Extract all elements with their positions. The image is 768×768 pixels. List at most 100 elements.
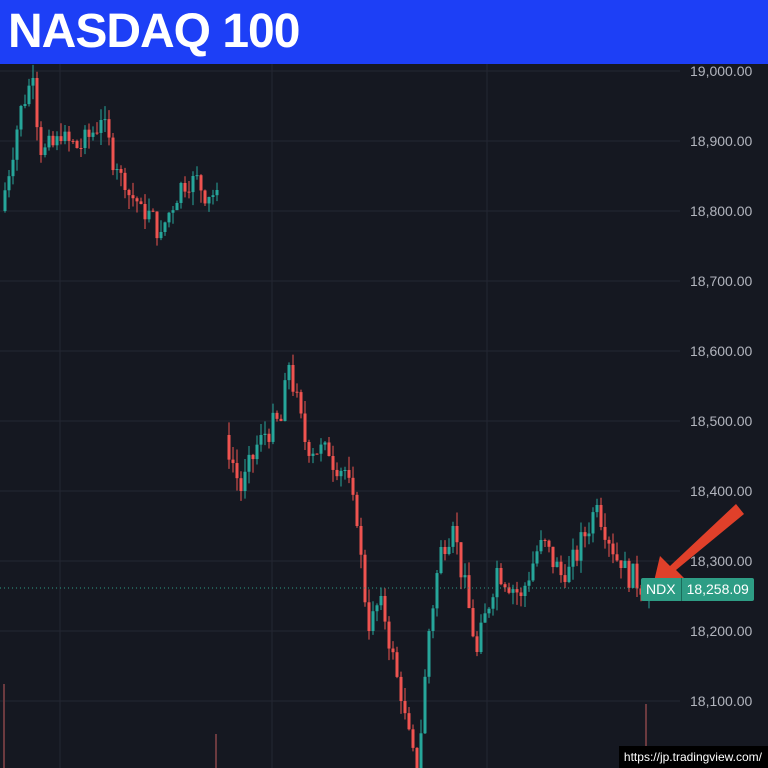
candle-body: [383, 596, 387, 622]
price-chart[interactable]: 19,000.00 18,900.00 18,800.00 18,700.00 18,6…: [0, 64, 768, 768]
candle-body: [503, 584, 507, 588]
candle-body: [543, 540, 547, 541]
candle-body: [563, 575, 567, 582]
candle-body: [35, 78, 39, 128]
candle-body: [451, 526, 455, 547]
candle-body: [395, 652, 399, 677]
candle-body: [27, 85, 31, 105]
candle-body: [631, 563, 635, 588]
candle-body: [287, 365, 291, 381]
candle-body: [595, 505, 599, 513]
candle-body: [175, 202, 179, 211]
candle-body: [59, 136, 63, 141]
arrow-icon: [652, 504, 744, 590]
candle-body: [51, 135, 55, 146]
candle-body: [367, 602, 371, 631]
candle-body: [331, 456, 335, 470]
grid: [0, 64, 680, 768]
candle-body: [271, 412, 275, 442]
candle-body: [43, 147, 47, 155]
title-bar: NASDAQ 100: [0, 0, 768, 64]
candle-body: [119, 169, 123, 173]
price-axis-label: 18,700.00: [690, 273, 752, 289]
candle-body: [575, 549, 579, 561]
candle-body: [7, 176, 11, 191]
candle-body: [507, 587, 511, 593]
candle-body: [399, 676, 403, 701]
candle-body: [623, 560, 627, 568]
candle-body: [55, 136, 59, 146]
candle-body: [291, 365, 295, 392]
candle-body: [151, 210, 155, 212]
candle-body: [487, 608, 491, 614]
candle-body: [499, 568, 503, 585]
candle-body: [491, 597, 495, 609]
candle-body: [147, 210, 151, 220]
candle-body: [207, 197, 211, 204]
candle-body: [167, 212, 171, 223]
symbol-label: NDX: [641, 578, 682, 601]
price-axis-label: 18,200.00: [690, 623, 752, 639]
watermark[interactable]: https://jp.tradingview.com/: [618, 746, 768, 768]
candle-body: [87, 129, 91, 137]
candle-body: [455, 526, 459, 543]
candle-body: [483, 613, 487, 623]
candle-body: [319, 444, 323, 454]
candle-body: [23, 104, 27, 106]
candle-body: [143, 204, 147, 220]
candle-body: [99, 120, 103, 133]
candle-body: [163, 222, 167, 232]
candle-body: [419, 733, 423, 768]
candle-body: [103, 119, 107, 121]
candle-body: [67, 131, 71, 141]
candle-body: [275, 412, 279, 419]
candle-body: [375, 605, 379, 612]
candle-body: [555, 561, 559, 568]
candle-body: [115, 169, 119, 171]
candle-body: [587, 533, 591, 537]
candle-body: [263, 433, 267, 435]
candle-body: [159, 232, 163, 239]
candle-body: [439, 547, 443, 574]
candle-body: [211, 195, 215, 197]
candle-body: [411, 729, 415, 748]
candle-body: [551, 546, 555, 568]
candle-body: [591, 512, 595, 534]
candle-body: [327, 442, 331, 456]
candle-body: [403, 701, 407, 714]
candle-body: [235, 463, 239, 479]
candle-body: [599, 505, 603, 527]
candle-body: [307, 442, 311, 456]
candle-body: [179, 183, 183, 203]
candle-body: [259, 435, 263, 445]
candle-body: [299, 392, 303, 414]
candle-body: [75, 140, 79, 148]
candle-body: [91, 132, 95, 137]
candle-body: [3, 190, 7, 211]
candle-body: [111, 137, 115, 171]
price-axis-label: 18,800.00: [690, 203, 752, 219]
candle-body: [547, 540, 551, 547]
candle-body: [479, 622, 483, 652]
candle-body: [195, 175, 199, 177]
candle-body: [183, 183, 187, 192]
price-axis: 19,000.00 18,900.00 18,800.00 18,700.00 18,6…: [690, 64, 752, 709]
page-title: NASDAQ 100: [8, 5, 300, 58]
candle-body: [423, 676, 427, 734]
candle-body: [231, 459, 235, 464]
last-price-tag: NDX 18,258.09: [641, 578, 754, 601]
candle-body: [627, 560, 631, 588]
candle-body: [447, 546, 451, 554]
candle-body: [191, 176, 195, 193]
candle-body: [171, 210, 175, 213]
candle-body: [279, 418, 283, 421]
candle-body: [571, 549, 575, 567]
candle-body: [79, 147, 83, 149]
candle-body: [615, 554, 619, 561]
candle-body: [127, 190, 131, 196]
candles: [3, 64, 651, 768]
candle-body: [415, 747, 419, 768]
candle-body: [511, 589, 515, 593]
candle-body: [267, 433, 271, 442]
candle-body: [495, 568, 499, 598]
